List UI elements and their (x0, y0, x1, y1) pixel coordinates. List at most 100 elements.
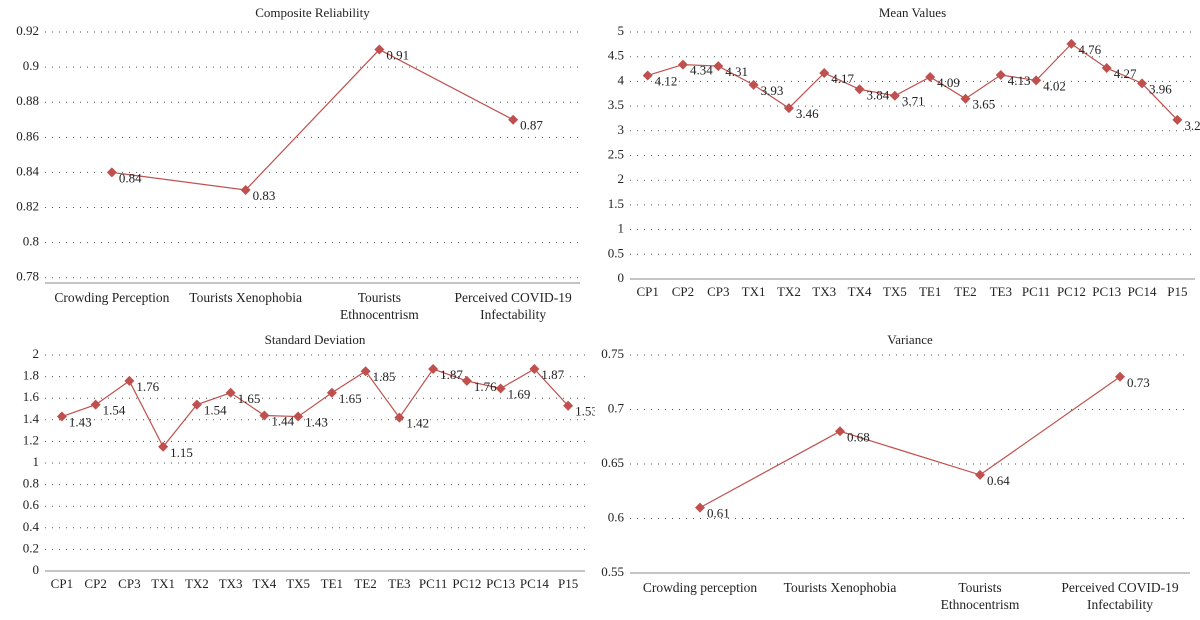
y-tick-label: 4.5 (608, 48, 624, 63)
x-tick-label: PC11 (1022, 284, 1050, 299)
y-tick-label: 0.82 (16, 199, 39, 214)
y-tick-label: 0.6 (23, 497, 40, 512)
data-point (124, 375, 135, 386)
y-tick-label: 0 (33, 562, 40, 577)
y-tick-label: 2 (618, 171, 625, 186)
data-label: 3.96 (1149, 81, 1172, 96)
data-label: 1.87 (440, 367, 463, 382)
x-tick-label: TX3 (812, 284, 836, 299)
data-label: 4.09 (937, 75, 960, 90)
data-point (563, 400, 574, 411)
x-tick-label: TX5 (883, 284, 907, 299)
x-tick-label: PC13 (1092, 284, 1121, 299)
x-tick-label: TX4 (848, 284, 872, 299)
data-point (713, 61, 724, 72)
x-tick-label: TE2 (954, 284, 976, 299)
data-label: 1.54 (103, 403, 126, 418)
data-point (428, 364, 439, 375)
y-tick-label: 0.75 (601, 346, 624, 361)
data-point (783, 103, 794, 114)
data-point (889, 90, 900, 101)
data-label: 1.85 (373, 369, 396, 384)
series-line (647, 43, 1178, 121)
data-point (394, 412, 405, 423)
data-point (975, 469, 985, 480)
y-tick-label: 1.4 (23, 411, 40, 426)
x-tick-label: CP2 (672, 284, 694, 299)
x-tick-label: Tourists Ethnocentrism (940, 580, 1020, 612)
x-tick-label: CP3 (707, 284, 729, 299)
x-tick-label: TX3 (219, 576, 243, 591)
data-point (835, 426, 845, 437)
data-label: 1.76 (474, 379, 497, 394)
data-label: 4.02 (1043, 78, 1066, 93)
chart-title: Variance (887, 332, 933, 347)
x-tick-label: P15 (558, 576, 578, 591)
data-label: 4.17 (831, 71, 854, 86)
chart: Variance 0.55 0.6 0.65 0.7 0.75 0.61 0.68 0.64 0.… (601, 332, 1190, 579)
data-point (748, 79, 759, 90)
data-point (360, 366, 371, 377)
x-tick-label: Crowding perception (642, 580, 758, 595)
y-tick-label: 0.2 (23, 540, 39, 555)
x-tick-label: TX5 (286, 576, 310, 591)
data-point (495, 383, 506, 394)
data-point (529, 364, 540, 375)
y-tick-label: 1.2 (23, 432, 39, 447)
data-label: 1.65 (238, 391, 261, 406)
data-label: 3.22 (1184, 118, 1200, 133)
chart: Composite Reliability 0.78 0.8 0.82 0.84 0.86… (16, 5, 580, 284)
data-point (326, 387, 337, 398)
x-tick-label: PC14 (1128, 284, 1157, 299)
y-tick-label: 0.7 (608, 400, 625, 415)
y-tick-label: 1.6 (23, 389, 40, 404)
data-label: 0.87 (520, 118, 543, 133)
data-label: 3.65 (972, 97, 995, 112)
y-tick-label: 1 (618, 221, 625, 236)
y-tick-label: 0.8 (23, 476, 39, 491)
x-tick-label: Perceived COVID-19 Infectability (1061, 580, 1179, 612)
data-label: 1.42 (406, 416, 429, 431)
data-label: 0.68 (847, 429, 870, 444)
y-tick-label: 0.5 (608, 245, 624, 260)
y-tick-label: 0.4 (23, 519, 40, 534)
data-point (374, 44, 385, 55)
data-label: 0.73 (1127, 375, 1150, 390)
x-tick-label: PC14 (520, 576, 549, 591)
x-tick-label: TX1 (742, 284, 766, 299)
data-label: 0.84 (119, 170, 142, 185)
x-tick-label: CP1 (636, 284, 658, 299)
x-tick-label: Tourists Xenophobia (189, 290, 302, 305)
x-tick-label: TE3 (388, 576, 410, 591)
data-label: 1.43 (305, 415, 328, 430)
x-tick-label: PC11 (419, 576, 447, 591)
y-tick-label: 4 (618, 72, 625, 87)
x-tick-label: Crowding Perception (54, 290, 170, 305)
x-tick-label: P15 (1167, 284, 1187, 299)
data-point (240, 184, 251, 195)
y-tick-label: 0 (618, 270, 625, 285)
chart-title: Standard Deviation (265, 332, 366, 347)
chart-title: Composite Reliability (255, 5, 370, 20)
data-point (56, 411, 67, 422)
y-tick-label: 2 (33, 346, 40, 361)
data-point (293, 411, 304, 422)
data-point (259, 410, 270, 421)
chart-title: Mean Values (879, 5, 946, 20)
series-line (111, 48, 514, 191)
y-tick-label: 3.5 (608, 97, 624, 112)
data-point (695, 502, 705, 513)
data-label: 4.34 (690, 63, 713, 78)
data-label: 1.54 (204, 403, 227, 418)
data-label: 0.64 (987, 473, 1010, 488)
x-tick-label: PC13 (486, 576, 515, 591)
x-tick-label: TE3 (990, 284, 1012, 299)
data-point (1115, 371, 1125, 382)
data-point (925, 71, 936, 82)
series-line (61, 368, 569, 448)
data-label: 3.93 (761, 83, 784, 98)
y-tick-label: 2.5 (608, 146, 624, 161)
data-point (960, 93, 971, 104)
y-tick-label: 0.65 (601, 455, 624, 470)
